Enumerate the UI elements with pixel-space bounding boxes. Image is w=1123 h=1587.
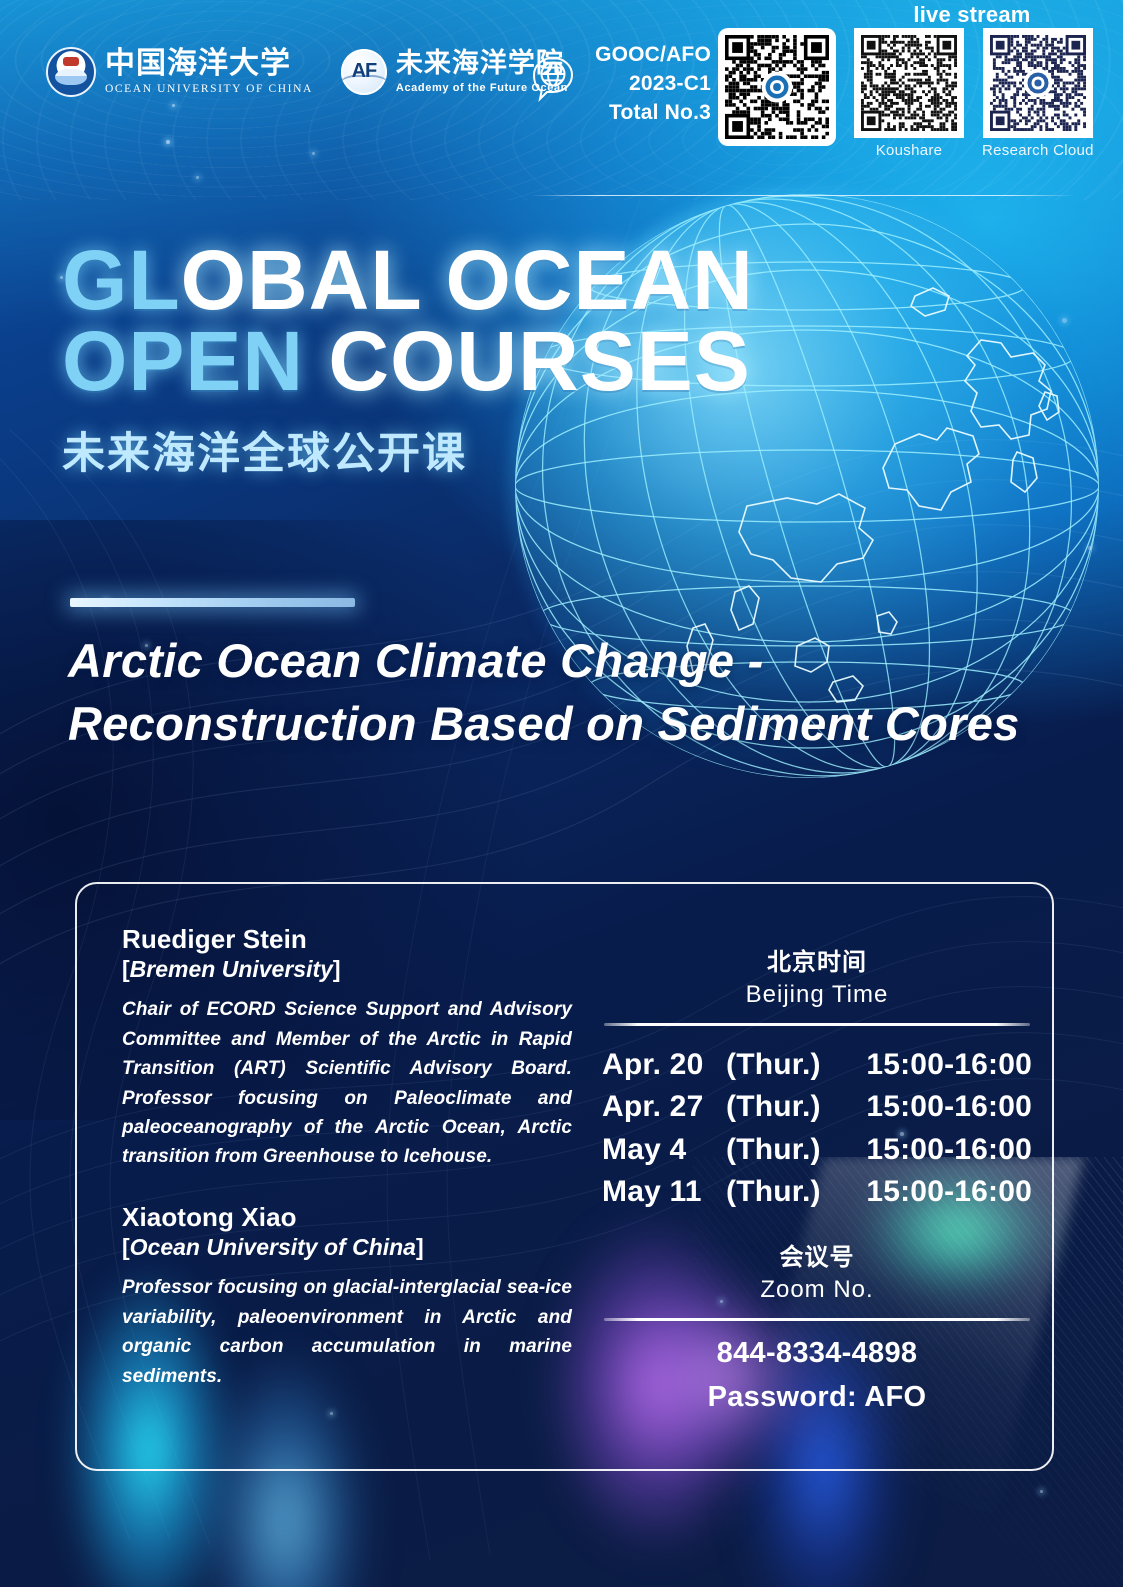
info-panel: Ruediger Stein [Bremen University] Chair… [75,882,1054,1471]
series-meta: GOOC/AFO 2023-C1 Total No.3 [586,41,711,128]
zoom-heading-cn: 会议号 [779,1244,855,1272]
schedule-table: Apr. 20 (Thur.) 15:00-16:00 Apr. 27 (Thu… [602,1044,1032,1213]
speaker-affiliation: [Ocean University of China] [122,1234,424,1261]
series-code: GOOC/AFO [595,43,711,66]
globe-graphic [497,176,1117,796]
aurora-background [0,1157,1123,1587]
schedule-day: (Thur.) [726,1090,821,1124]
ouc-name-cn: 中国海洋大学 [105,46,291,80]
schedule-date: May 4 [602,1132,687,1166]
schedule-heading-en: Beijing Time [745,981,889,1008]
speaker-block-2: Xiaotong Xiao [Ocean University of China… [122,1202,572,1391]
ouc-crest-icon [46,47,96,97]
logo-ocean-university-of-china: 中国海洋大学 OCEAN UNIVERSITY OF CHINA [46,47,313,97]
schedule-time: 15:00-16:00 [866,1174,1032,1208]
main-title-line-2-b: COURSES [304,313,751,408]
schedule-row: May 11 (Thur.) 15:00-16:00 [602,1171,1032,1213]
poster-header: 中国海洋大学 OCEAN UNIVERSITY OF CHINA AF 未来海洋… [0,0,1123,200]
qr-item-research-cloud[interactable]: Research Cloud [982,28,1094,159]
globe-speech-bubble-icon [531,54,575,103]
schedule-row: Apr. 20 (Thur.) 15:00-16:00 [602,1044,1032,1086]
zoom-divider [604,1318,1030,1322]
ouc-name-en: OCEAN UNIVERSITY OF CHINA [105,82,313,95]
speaker-affiliation-text: Bremen University [129,956,333,983]
qr-caption-research-cloud: Research Cloud [982,142,1094,159]
schedule-row: Apr. 27 (Thur.) 15:00-16:00 [602,1086,1032,1128]
main-title-line-2-a: OPEN [62,313,305,408]
qr-item-koushare[interactable]: Koushare [854,28,964,159]
schedule-day: (Thur.) [726,1174,821,1208]
main-title-line-1-a: GL [62,233,181,327]
schedule-date: Apr. 27 [602,1090,704,1124]
zoom-password: Password: AFO [707,1381,927,1414]
afo-name-en: Academy of the Future Ocean [395,82,568,94]
speaker-separator [122,1172,572,1202]
speaker-affiliation: [Bremen University] [122,956,341,983]
speaker-bio: Chair of ECORD Science Support and Advis… [122,999,572,1168]
schedule-date: May 11 [602,1174,702,1208]
series-total: Total No.3 [609,100,711,124]
title-accent-rule [70,598,355,607]
schedule-day: (Thur.) [726,1132,821,1166]
qr-caption-koushare: Koushare [875,142,943,159]
header-divider [530,195,1075,196]
schedule-time: 15:00-16:00 [866,1048,1032,1081]
speaker-bio: Professor focusing on glacial-interglaci… [122,1277,572,1387]
main-title-line-2: OPEN COURSES [62,319,922,403]
aurora-hatch-texture [693,1157,1123,1587]
qr-code-row: Koushare Research Cloud [718,28,1094,159]
main-title-subtitle-cn: 未来海洋全球公开课 [62,430,467,479]
schedule-time: 15:00-16:00 [866,1090,1032,1124]
aurora-green [793,1157,1093,1387]
speaker-block-1: Ruediger Stein [Bremen University] Chair… [122,924,572,1172]
qr-code-main[interactable] [718,28,836,146]
schedule-date: Apr. 20 [602,1048,704,1081]
background-dark-vignette [0,520,620,1120]
logo-row: 中国海洋大学 OCEAN UNIVERSITY OF CHINA AF 未来海洋… [46,47,568,97]
main-title-block: GLOBAL OCEAN OPEN COURSES 未来海洋全球公开课 [62,238,922,481]
speaker-name: Ruediger Stein [122,924,307,954]
qr-item-main[interactable] [718,28,836,150]
lecture-title: Arctic Ocean Climate Change - Reconstruc… [68,634,1020,750]
schedule-divider [604,1023,1030,1026]
zoom-meeting-number: 844-8334-4898 [716,1337,918,1370]
main-title-line-1: GLOBAL OCEAN [62,238,922,322]
zoom-block: 会议号 Zoom No. 844-8334-4898 Password: AFO [602,1237,1032,1414]
speakers-column: Ruediger Stein [Bremen University] Chair… [122,924,572,1391]
aurora-cyan-2 [120,1227,450,1587]
qr-code-koushare[interactable] [854,28,964,138]
schedule-time: 15:00-16:00 [866,1132,1032,1166]
afo-monogram-icon: AF [340,49,387,95]
series-year: 2023-C1 [629,71,711,95]
speaker-affiliation-text: Ocean University of China [129,1234,416,1261]
schedule-day: (Thur.) [726,1048,821,1081]
afo-monogram-text: AF [351,60,378,82]
live-stream-label: live stream [913,2,1031,27]
schedule-row: May 4 (Thur.) 15:00-16:00 [602,1129,1032,1171]
schedule-heading-cn: 北京时间 [767,949,867,976]
qr-code-research-cloud[interactable] [982,28,1093,138]
speaker-name: Xiaotong Xiao [122,1201,297,1232]
schedule-column: 北京时间 Beijing Time Apr. 20 (Thur.) 15:00-… [602,942,1032,1414]
main-title-line-1-b: OBAL OCEAN [180,233,754,327]
zoom-heading-en: Zoom No. [760,1276,874,1304]
